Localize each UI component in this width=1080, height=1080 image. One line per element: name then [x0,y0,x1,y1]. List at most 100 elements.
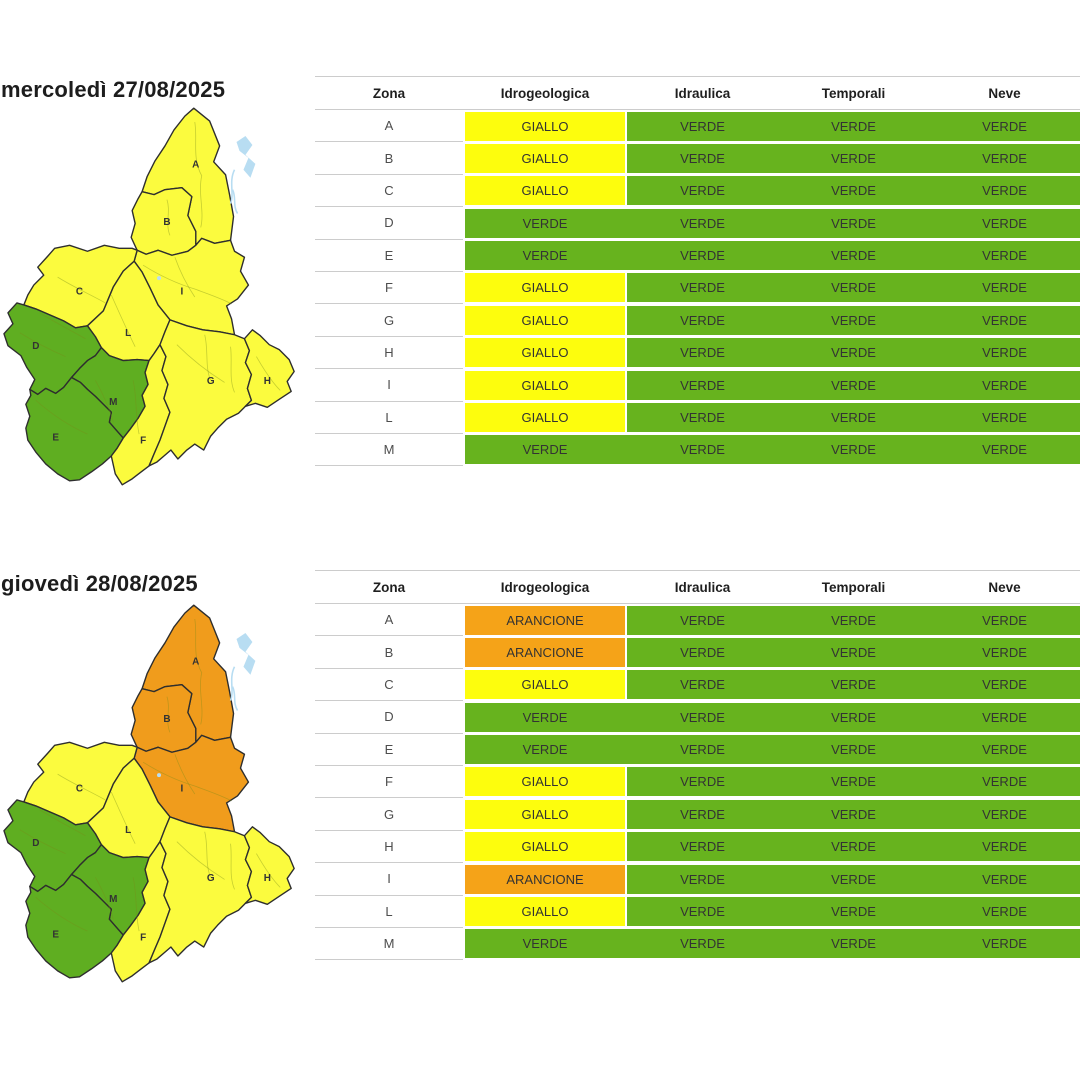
table-row: H GIALLO VERDE VERDE VERDE [315,337,1080,370]
river-line [256,356,281,391]
idraulica-cell: VERDE [627,403,778,433]
lake-shape [236,136,256,178]
map-zone-H [243,329,295,408]
river-line [95,877,114,920]
temporali-cell: VERDE [778,702,929,732]
zona-cell: G [315,304,463,337]
lake-shape [236,633,256,675]
cell-separator [625,176,627,206]
table-row: A ARANCIONE VERDE VERDE VERDE [315,604,1080,637]
river-line-blue [231,686,239,711]
cell-separator [625,767,627,797]
neve-cell: VERDE [929,111,1080,141]
river-line [166,199,171,236]
cell-separator [625,143,627,173]
river-line [110,791,136,844]
temporali-cell: VERDE [778,403,929,433]
idraulica-cell: VERDE [627,897,778,927]
cell-separator [625,111,627,141]
map-zone-label-F: F [140,436,146,447]
zona-cell: C [315,175,463,208]
table-row: M VERDE VERDE VERDE VERDE [315,928,1080,961]
neve-cell: VERDE [929,767,1080,797]
river-line [166,696,171,733]
temporali-cell: VERDE [778,735,929,765]
temporali-cell: VERDE [778,767,929,797]
table-row: G GIALLO VERDE VERDE VERDE [315,798,1080,831]
table-header-row: Zona Idrogeologica Idraulica Temporali Neve [315,571,1080,604]
river-line [142,264,232,305]
alert-cells: VERDE VERDE VERDE VERDE [465,208,1080,238]
river-line [174,754,196,795]
cell-separator [625,241,627,271]
river-line [39,809,86,837]
table-row: C GIALLO VERDE VERDE VERDE [315,669,1080,702]
zona-cell: L [315,896,463,928]
neve-cell: VERDE [929,864,1080,894]
idraulica-cell: VERDE [627,273,778,303]
temporali-cell: VERDE [778,637,929,667]
small-lake-dot [157,276,161,281]
river-line [19,332,66,357]
table-row: L GIALLO VERDE VERDE VERDE [315,896,1080,928]
idraulica-cell: VERDE [627,338,778,368]
temporali-cell: VERDE [778,670,929,700]
map-zone-label-D: D [32,341,39,352]
cell-separator [625,670,627,700]
idrogeologica-cell: GIALLO [465,143,625,173]
river-line [35,400,88,435]
table-row: I ARANCIONE VERDE VERDE VERDE [315,863,1080,896]
river-line [256,853,281,888]
temporali-cell: VERDE [778,370,929,400]
map-zone-label-H: H [264,376,271,387]
table-row: A GIALLO VERDE VERDE VERDE [315,110,1080,143]
alert-cells: GIALLO VERDE VERDE VERDE [465,338,1080,368]
neve-cell: VERDE [929,241,1080,271]
table-row: E VERDE VERDE VERDE VERDE [315,734,1080,766]
idraulica-cell: VERDE [627,637,778,667]
idrogeologica-cell: ARANCIONE [465,864,625,894]
table-row: B ARANCIONE VERDE VERDE VERDE [315,636,1080,669]
idraulica-cell: VERDE [627,305,778,335]
zona-cell: D [315,701,463,734]
river-line [35,897,88,932]
idraulica-cell: VERDE [627,605,778,635]
cell-separator [625,702,627,732]
temporali-cell: VERDE [778,864,929,894]
alert-cells: GIALLO VERDE VERDE VERDE [465,143,1080,173]
alert-cells: VERDE VERDE VERDE VERDE [465,702,1080,732]
zona-cell: F [315,766,463,799]
idrogeologica-cell: GIALLO [465,273,625,303]
map-zone-label-C: C [76,287,83,298]
neve-cell: VERDE [929,273,1080,303]
idrogeologica-cell: GIALLO [465,305,625,335]
idraulica-cell: VERDE [627,435,778,465]
river-line [57,276,106,304]
neve-cell: VERDE [929,305,1080,335]
zona-cell: E [315,240,463,272]
river-line [204,334,212,381]
table-row: I GIALLO VERDE VERDE VERDE [315,369,1080,402]
cell-separator [625,605,627,635]
alert-cells: GIALLO VERDE VERDE VERDE [465,305,1080,335]
river-line [132,380,140,435]
idraulica-cell: VERDE [627,241,778,271]
map-zone-label-L: L [125,328,131,339]
column-header-idraulica: Idraulica [674,579,731,595]
piemonte-alert-map-wednesday: A B C D E F G H I L M [3,107,295,486]
cell-separator [625,929,627,959]
river-line [174,257,196,298]
alert-table-thursday: Zona Idrogeologica Idraulica Temporali Neve A… [315,570,1080,961]
idrogeologica-cell: GIALLO [465,176,625,206]
alert-table-wednesday: Zona Idrogeologica Idraulica Temporali Neve A… [315,76,1080,467]
neve-cell: VERDE [929,670,1080,700]
column-header-idraulica: Idraulica [674,85,731,101]
zona-cell: B [315,142,463,175]
neve-cell: VERDE [929,435,1080,465]
idraulica-cell: VERDE [627,735,778,765]
idrogeologica-cell: GIALLO [465,403,625,433]
map-zone-label-E: E [52,930,59,941]
piemonte-alert-map-thursday: A B C D E F G H I L M [3,604,295,983]
idrogeologica-cell: VERDE [465,702,625,732]
